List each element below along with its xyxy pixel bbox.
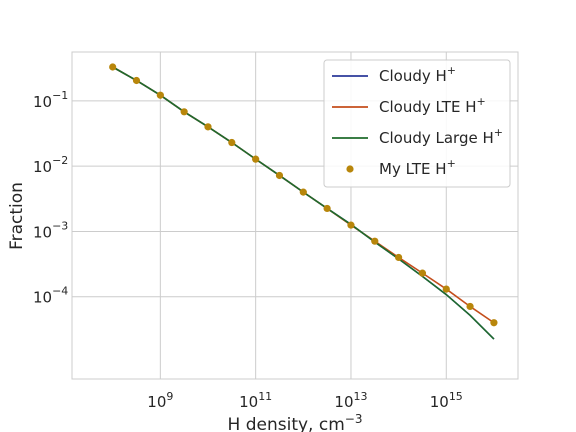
legend-entry: Cloudy Large H+ (379, 126, 503, 147)
data-point (156, 91, 164, 99)
data-point (204, 123, 212, 131)
legend-entry: Cloudy LTE H+ (379, 95, 486, 116)
x-tick-label: 1015 (430, 390, 463, 411)
data-point (252, 155, 260, 163)
data-point (347, 221, 355, 229)
data-point (109, 63, 117, 71)
data-point (418, 269, 427, 277)
data-point (299, 188, 307, 196)
y-tick-labels: 10−4 10−3 10−2 10−1 (33, 89, 68, 307)
y-tick-label: 10−2 (33, 154, 68, 176)
data-point (395, 253, 403, 262)
data-point (490, 319, 498, 327)
plot-frame (71, 51, 519, 380)
legend: Cloudy H+ Cloudy LTE H+ Cloudy Large H+ My … (323, 59, 511, 188)
x-tick-labels: 109 1011 1013 1015 (147, 390, 463, 411)
data-point (442, 285, 450, 293)
y-tick-label: 10−3 (33, 219, 68, 241)
data-point (228, 138, 236, 147)
legend-entry: Cloudy H+ (379, 64, 456, 85)
y-axis-label: Fraction (7, 182, 27, 250)
data-point (371, 237, 379, 245)
legend-box (323, 59, 511, 188)
data-point (323, 204, 331, 213)
y-tick-label: 10−4 (33, 285, 68, 307)
data-point (180, 108, 188, 116)
data-point (132, 76, 141, 85)
y-tick-label: 10−1 (33, 89, 68, 111)
x-axis-label: H density, cm−3 (228, 412, 363, 432)
legend-swatch (346, 165, 354, 173)
x-tick-label: 1013 (334, 390, 367, 411)
x-tick-label: 109 (147, 390, 173, 411)
series-layer (109, 63, 498, 340)
data-point (275, 171, 284, 180)
x-tick-label: 1011 (239, 390, 272, 411)
legend-entry: My LTE H+ (379, 157, 456, 178)
data-point (466, 302, 474, 311)
